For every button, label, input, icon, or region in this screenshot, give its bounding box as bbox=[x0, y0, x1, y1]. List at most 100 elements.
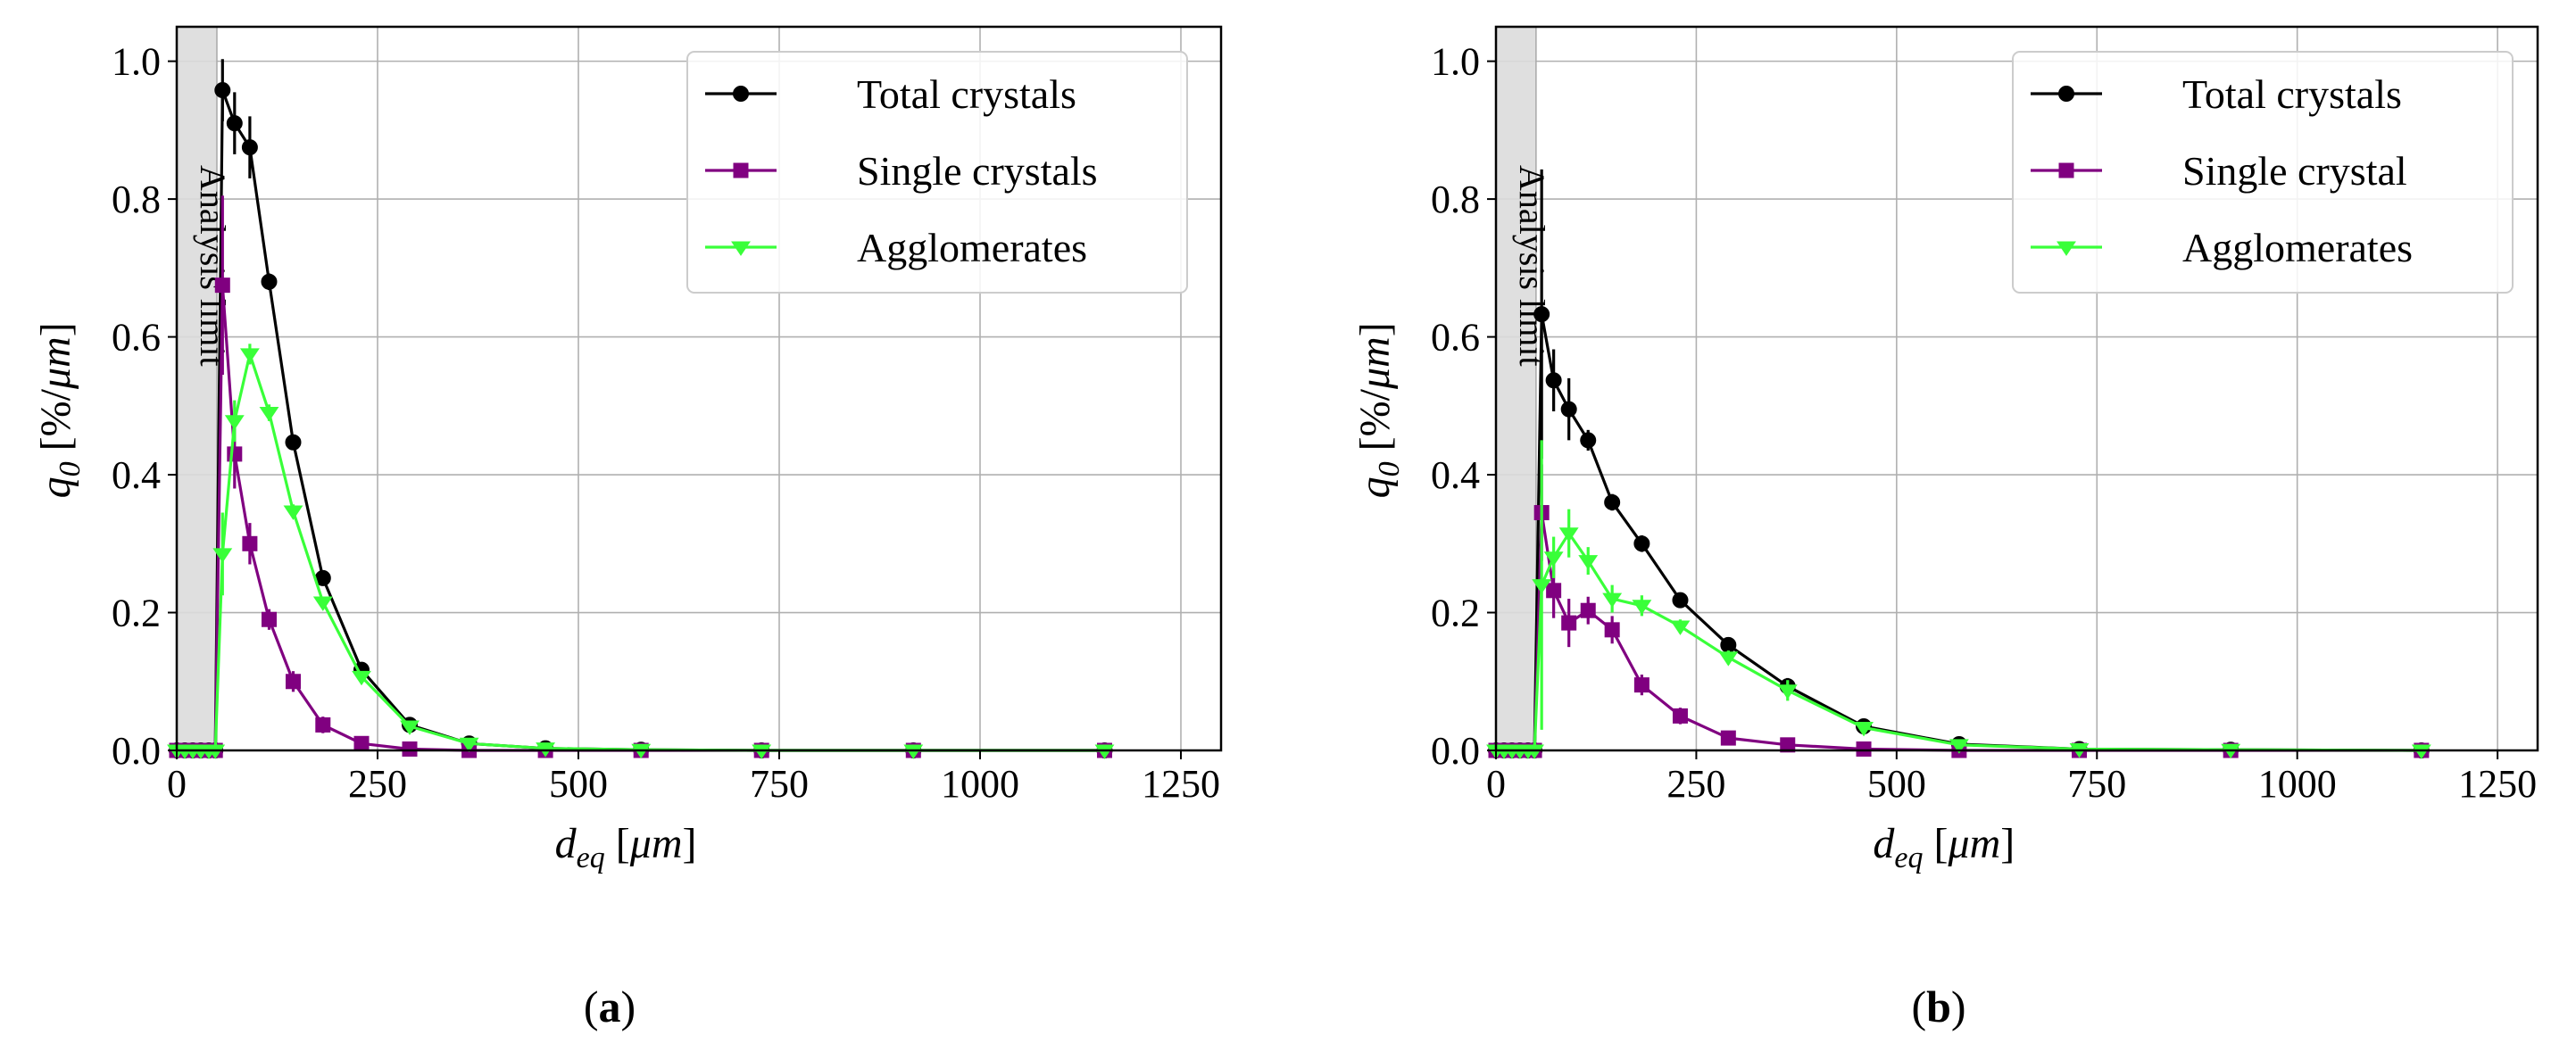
series-single-crystals-marker bbox=[286, 674, 301, 690]
y-tick-label: 0.4 bbox=[1431, 453, 1480, 497]
series-agglomerates-marker bbox=[1532, 579, 1552, 594]
series-single-crystal-marker bbox=[1856, 741, 1872, 757]
series-single-crystal-marker bbox=[1780, 737, 1796, 753]
x-tick-label: 1000 bbox=[2258, 762, 2337, 806]
label-symbol: q bbox=[1351, 476, 1399, 498]
series-agglomerates-marker bbox=[1670, 620, 1691, 635]
series-total-crystals-marker bbox=[261, 273, 278, 290]
series-agglomerates-marker bbox=[1854, 722, 1874, 737]
series-agglomerates-marker bbox=[352, 670, 371, 686]
series-single-crystals-marker bbox=[227, 446, 243, 462]
legend-item: Single crystals bbox=[705, 148, 1098, 194]
series-agglomerates-marker bbox=[205, 744, 226, 759]
legend-label: Agglomerates bbox=[857, 225, 1087, 270]
series-total-crystals-marker bbox=[1545, 372, 1562, 389]
label-unit: [%/ bbox=[1351, 388, 1399, 461]
series-agglomerates-marker bbox=[1632, 600, 1652, 615]
series-single-crystal-marker bbox=[1672, 708, 1688, 724]
series-agglomerates-marker bbox=[224, 415, 245, 430]
legend-item: Total crystals bbox=[705, 71, 1076, 117]
series-agglomerates-marker bbox=[1949, 739, 1969, 754]
y-tick-label: 0.2 bbox=[1431, 592, 1480, 635]
label-bracket: ] bbox=[32, 322, 79, 336]
x-tick-label: 250 bbox=[348, 762, 407, 806]
x-tick-label: 250 bbox=[1666, 762, 1725, 806]
legend-marker bbox=[733, 86, 749, 102]
legend-label: Total crystals bbox=[857, 71, 1076, 117]
legend-marker bbox=[733, 162, 749, 178]
plot-frame bbox=[1494, 25, 2539, 752]
series-agglomerates-marker bbox=[1578, 555, 1599, 570]
series-single-crystals-marker bbox=[315, 717, 331, 733]
label-subscript: eq bbox=[1894, 841, 1923, 874]
x-tick-label: 500 bbox=[549, 762, 608, 806]
y-tick-label: 0.0 bbox=[1431, 729, 1480, 773]
series-single-crystal-marker bbox=[1561, 615, 1577, 631]
y-tick-label: 0.6 bbox=[1431, 316, 1480, 360]
legend-label: Total crystals bbox=[2182, 71, 2402, 117]
series-agglomerates-marker bbox=[1718, 651, 1739, 667]
analysis-limit-region bbox=[176, 26, 218, 751]
label-unit-italic: μm bbox=[629, 820, 683, 867]
y-tick-label: 0.0 bbox=[112, 729, 161, 773]
series-total-crystals-marker bbox=[1672, 592, 1689, 609]
series-agglomerates-marker bbox=[239, 348, 260, 363]
label-symbol: d bbox=[555, 820, 578, 867]
y-tick-label: 0.4 bbox=[112, 453, 161, 497]
y-axis-label: q0 [%/μm] bbox=[32, 322, 87, 498]
label-unit-italic: μm bbox=[1947, 820, 2000, 867]
series-agglomerates-marker bbox=[259, 407, 279, 422]
series-agglomerates-marker bbox=[1602, 592, 1623, 608]
label-subscript: eq bbox=[577, 841, 605, 874]
legend-marker bbox=[731, 241, 751, 256]
x-tick-label: 1250 bbox=[1142, 762, 1220, 806]
series-agglomerates-marker bbox=[1558, 527, 1579, 543]
legend-marker bbox=[2057, 241, 2076, 256]
analysis-limit-region bbox=[1495, 26, 1537, 751]
legend-item: Single crystal bbox=[2031, 148, 2407, 194]
x-tick-label: 750 bbox=[2067, 762, 2126, 806]
series-agglomerates-marker bbox=[1094, 744, 1115, 759]
label-subscript: 0 bbox=[1373, 461, 1406, 476]
series-agglomerates-marker bbox=[1543, 551, 1564, 567]
series-total-crystals-marker bbox=[226, 115, 243, 132]
x-axis-label: deq [μm] bbox=[1873, 820, 2015, 874]
series-single-crystals-marker bbox=[262, 611, 277, 627]
panel-label: (b) bbox=[1911, 982, 1965, 1031]
series-total-crystals-marker bbox=[1533, 306, 1550, 323]
series-single-crystal-marker bbox=[1633, 677, 1649, 693]
x-tick-label: 0 bbox=[1486, 762, 1506, 806]
series-agglomerates-marker bbox=[1525, 744, 1545, 759]
legend-label: Single crystals bbox=[857, 148, 1098, 194]
legend: Total crystals Single crystals Agglomerate… bbox=[686, 51, 1188, 294]
series-agglomerates-marker bbox=[2411, 744, 2431, 759]
series-agglomerates-marker bbox=[283, 505, 303, 520]
series-agglomerates-marker bbox=[459, 737, 479, 753]
plot-frame bbox=[175, 25, 1223, 752]
series-agglomerates-marker bbox=[212, 548, 233, 563]
series-agglomerates-marker bbox=[312, 596, 333, 611]
label-subscript: 0 bbox=[54, 461, 87, 476]
y-tick-label: 0.8 bbox=[1431, 178, 1480, 221]
label-bracket: ] bbox=[2000, 820, 2015, 867]
y-tick-label: 0.2 bbox=[112, 592, 161, 635]
series-total-crystals-marker bbox=[241, 139, 258, 156]
series-total-crystals-marker bbox=[1720, 636, 1737, 653]
series-single-crystals-marker bbox=[402, 741, 418, 757]
series-single-crystal-marker bbox=[1580, 602, 1596, 618]
series-agglomerates-marker bbox=[400, 720, 420, 735]
x-tick-label: 1250 bbox=[2458, 762, 2537, 806]
panel-label-close: ) bbox=[1951, 982, 1966, 1031]
label-symbol: d bbox=[1873, 820, 1895, 867]
x-tick-label: 750 bbox=[750, 762, 809, 806]
label-unit-italic: μm bbox=[32, 336, 79, 390]
legend-marker bbox=[2058, 86, 2074, 102]
label-unit: [%/ bbox=[32, 388, 79, 461]
label-unit-italic: μm bbox=[1351, 336, 1399, 390]
legend-box bbox=[686, 51, 1188, 294]
series-agglomerates-marker bbox=[752, 744, 772, 759]
x-tick-label: 1000 bbox=[941, 762, 1019, 806]
